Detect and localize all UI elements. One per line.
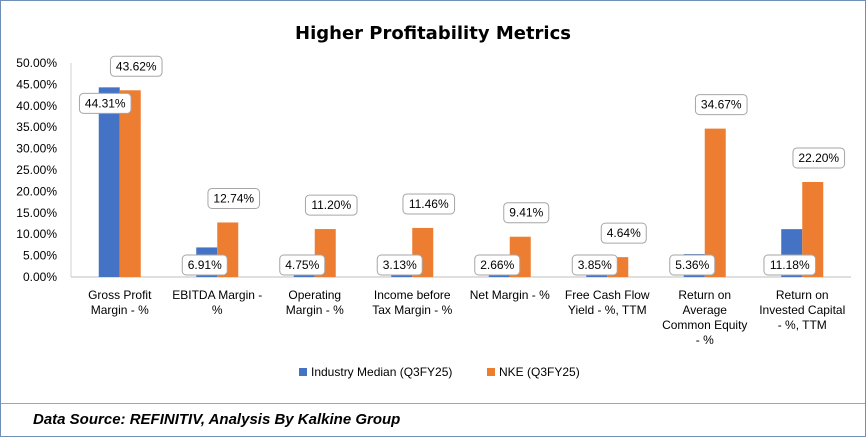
y-tick-label: 30.00% <box>16 142 57 156</box>
data-label-box <box>376 254 423 276</box>
legend: Industry Median (Q3FY25) NKE (Q3FY25) <box>299 365 580 379</box>
legend-swatch <box>487 368 495 376</box>
y-tick-label: 0.00% <box>23 270 57 284</box>
x-tick-label: Return on Average Common Equity - % <box>662 288 747 347</box>
x-tick-label: Income before Tax Margin - % <box>372 288 452 317</box>
data-label-box <box>792 147 846 169</box>
data-label: 4.75% <box>285 258 319 272</box>
x-tick-label: Free Cash Flow Yield - %, TTM <box>565 288 650 317</box>
y-tick-label: 5.00% <box>23 249 57 263</box>
data-label: 11.20% <box>311 198 351 212</box>
data-label: 22.20% <box>798 151 839 165</box>
y-tick-label: 45.00% <box>16 77 57 91</box>
x-tick-label: Gross Profit Margin - % <box>88 288 152 317</box>
data-label: 6.91% <box>188 258 222 272</box>
profitability-chart: Higher Profitability Metrics 0.00% 5.00% 1… <box>16 23 851 379</box>
legend-swatch <box>299 368 307 376</box>
data-label-box <box>402 193 456 215</box>
footer-divider <box>1 403 865 404</box>
x-tick-label: Operating Margin - % <box>286 288 344 317</box>
data-labels-group: 44.31% 43.62% 6.91% 12.74% 4.75% 11.20% 3.13% 1… <box>78 55 846 276</box>
data-label-box <box>694 94 748 116</box>
data-label: 44.31% <box>85 96 126 110</box>
data-label: 11.18% <box>770 258 810 272</box>
data-label-box <box>571 254 618 276</box>
x-axis-ticks: Gross Profit Margin - % EBITDA Margin -% Op… <box>88 288 845 347</box>
y-tick-label: 25.00% <box>16 163 57 177</box>
legend-label: Industry Median (Q3FY25) <box>311 365 452 379</box>
bar-industry-median <box>98 87 120 277</box>
y-tick-label: 10.00% <box>16 227 57 241</box>
legend-label: NKE (Q3FY25) <box>499 365 580 379</box>
bar-nke <box>802 181 824 277</box>
y-tick-label: 20.00% <box>16 184 57 198</box>
y-tick-label: 40.00% <box>16 99 57 113</box>
x-tick-label: Return on Invested Capital - %, TTM <box>759 288 845 332</box>
y-tick-label: 35.00% <box>16 120 57 134</box>
data-label: 34.67% <box>701 98 742 112</box>
bars-group <box>98 87 824 277</box>
data-label: 5.36% <box>675 258 709 272</box>
x-tick-label: Net Margin - % <box>470 288 550 302</box>
data-label-box <box>304 194 358 216</box>
data-label-box <box>669 254 716 276</box>
data-source-note: Data Source: REFINITIV, Analysis By Kalk… <box>33 411 401 428</box>
data-label: 12.74% <box>213 191 254 205</box>
y-tick-label: 50.00% <box>16 56 57 70</box>
data-label: 3.85% <box>578 258 612 272</box>
data-label-box <box>181 254 228 276</box>
data-label: 4.64% <box>607 226 641 240</box>
chart-title: Higher Profitability Metrics <box>295 23 571 44</box>
data-label-box <box>207 187 261 209</box>
data-label-box <box>279 254 326 276</box>
data-label-box <box>474 254 521 276</box>
data-label-box <box>78 92 132 114</box>
x-tick-label: EBITDA Margin -% <box>172 288 262 317</box>
data-label-box <box>763 254 817 276</box>
data-label-box <box>503 202 550 224</box>
bar-nke <box>704 128 726 277</box>
data-label: 43.62% <box>116 59 157 73</box>
y-axis-ticks: 0.00% 5.00% 10.00% 15.00% 20.00% 25.00% 30.00%… <box>16 56 57 284</box>
data-label: 3.13% <box>383 258 417 272</box>
data-label: 11.46% <box>409 197 449 211</box>
data-label: 9.41% <box>509 206 543 220</box>
y-tick-label: 15.00% <box>16 206 57 220</box>
data-label-box <box>600 222 647 244</box>
data-label: 2.66% <box>480 258 514 272</box>
bar-nke <box>119 90 141 277</box>
data-label-box <box>109 55 163 77</box>
